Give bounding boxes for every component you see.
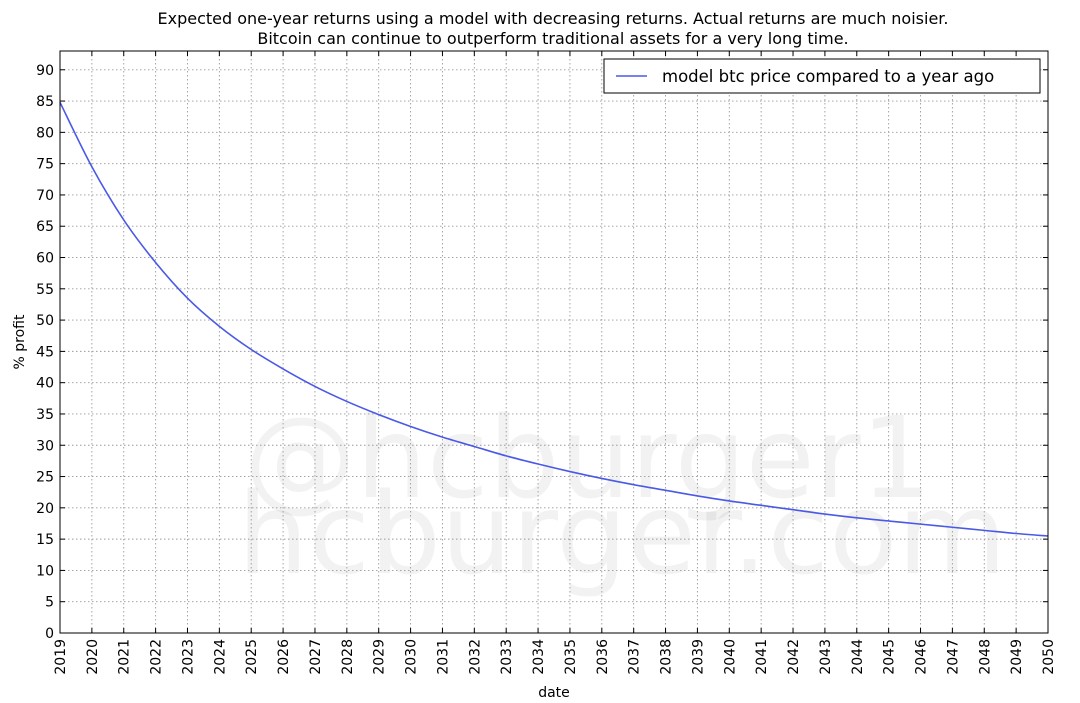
- series-line: [59, 101, 1049, 537]
- x-tick-label: 2028: [340, 639, 356, 675]
- series-layer: [59, 101, 1049, 537]
- y-tick-label: 35: [36, 407, 54, 423]
- y-tick-label: 30: [36, 438, 54, 454]
- x-tick-label: 2021: [117, 639, 133, 675]
- x-tick-label: 2044: [850, 639, 866, 675]
- legend-label: model btc price compared to a year ago: [662, 67, 994, 86]
- x-tick-label: 2045: [882, 639, 898, 675]
- y-tick-label: 55: [36, 282, 54, 298]
- chart-subtitle: Bitcoin can continue to outperform tradi…: [257, 29, 848, 48]
- y-tick-label: 15: [36, 532, 54, 548]
- x-tick-label: 2024: [212, 639, 228, 675]
- x-tick-label: 2049: [1009, 639, 1025, 675]
- x-tick-label: 2034: [531, 639, 547, 675]
- y-tick-label: 40: [36, 376, 54, 392]
- y-tick-label: 80: [36, 125, 54, 141]
- y-tick-label: 85: [36, 94, 54, 110]
- x-tick-label: 2023: [180, 639, 196, 675]
- x-tick-label: 2022: [149, 639, 165, 675]
- x-tick-label: 2026: [276, 639, 292, 675]
- x-tick-label: 2030: [404, 639, 420, 675]
- x-tick-label: 2037: [627, 639, 643, 675]
- x-axis-label: date: [538, 685, 570, 701]
- x-tick-label: 2047: [945, 639, 961, 675]
- x-tick-label: 2043: [818, 639, 834, 675]
- x-tick-label: 2039: [690, 639, 706, 675]
- watermark-line-2: hcburger.com: [237, 470, 1006, 600]
- x-tick-label: 2027: [308, 639, 324, 675]
- x-tick-label: 2042: [786, 639, 802, 675]
- y-axis-label: % profit: [12, 314, 28, 369]
- y-tick-label: 25: [36, 470, 54, 486]
- x-tick-label: 2046: [914, 639, 930, 675]
- x-tick-label: 2031: [435, 639, 451, 675]
- y-tick-label: 20: [36, 501, 54, 517]
- y-tick-label: 75: [36, 157, 54, 173]
- legend: model btc price compared to a year ago: [603, 58, 1041, 94]
- y-tick-label: 10: [36, 563, 54, 579]
- x-tick-label: 2019: [53, 639, 69, 675]
- y-tick-label: 70: [36, 188, 54, 204]
- chart-title: Expected one-year returns using a model …: [158, 9, 949, 28]
- x-tick-label: 2035: [563, 639, 579, 675]
- y-tick-label: 60: [36, 251, 54, 267]
- x-tick-label: 2025: [244, 639, 260, 675]
- watermark-line-1: @hcburger1: [244, 394, 932, 524]
- x-tick-label: 2038: [659, 639, 675, 675]
- x-tick-label: 2040: [722, 639, 738, 675]
- x-tick-label: 2036: [595, 639, 611, 675]
- plot-frame: [59, 50, 1049, 634]
- y-tick-label: 65: [36, 219, 54, 235]
- y-tick-label: 5: [45, 595, 54, 611]
- x-tick-label: 2048: [977, 639, 993, 675]
- x-tick-label: 2032: [467, 639, 483, 675]
- x-tick-label: 2033: [499, 639, 515, 675]
- x-tick-label: 2050: [1041, 639, 1057, 675]
- x-tick-label: 2041: [754, 639, 770, 675]
- axis-ticks: 2019 2020 2021 2022 2023 2024 2025 2026 2027 2028…: [36, 51, 1057, 675]
- y-tick-label: 0: [45, 626, 54, 642]
- legend-box: [603, 58, 1041, 94]
- x-tick-label: 2020: [85, 639, 101, 675]
- y-tick-label: 90: [36, 63, 54, 79]
- watermark: @hcburger1 hcburger.com: [237, 394, 1006, 600]
- y-tick-label: 45: [36, 344, 54, 360]
- y-tick-label: 50: [36, 313, 54, 329]
- x-tick-label: 2029: [372, 639, 388, 675]
